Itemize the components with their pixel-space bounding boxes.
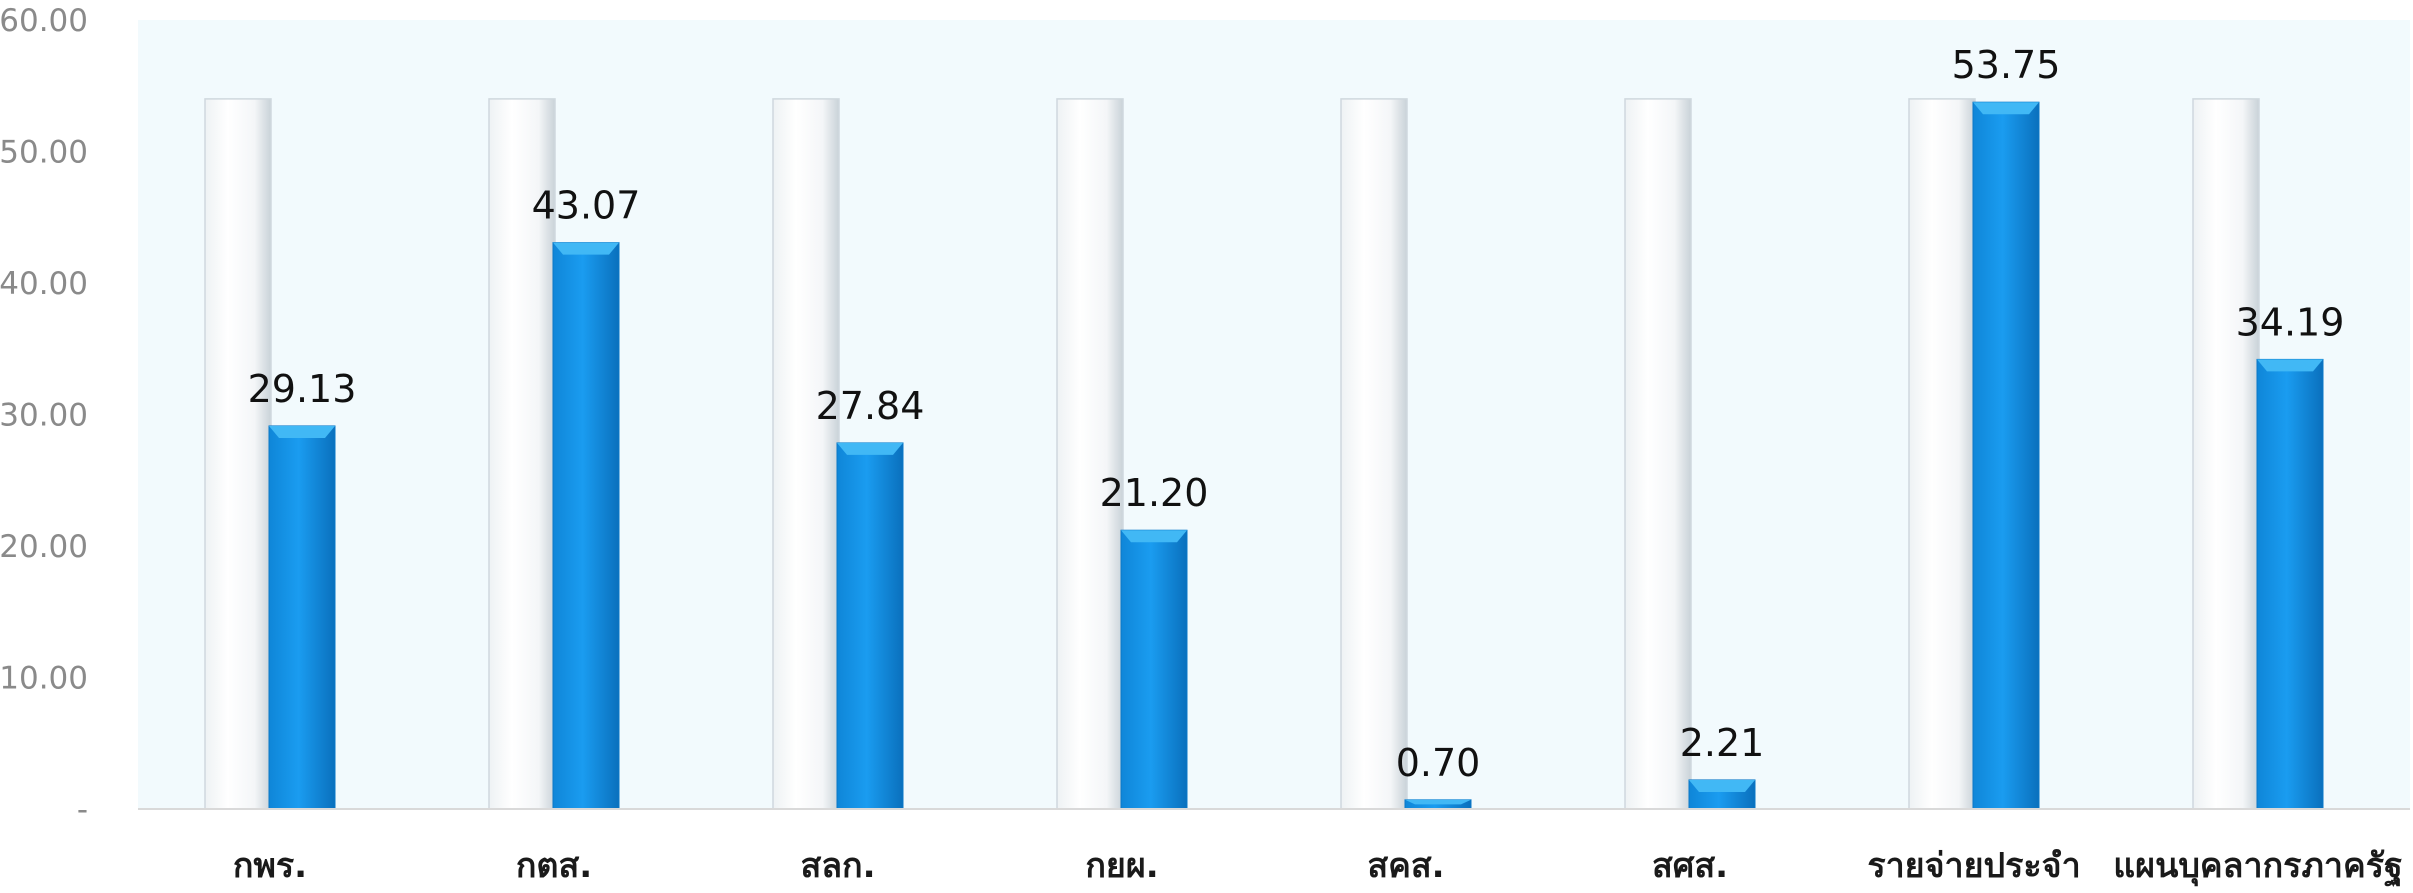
data-label: 43.07 bbox=[532, 184, 641, 228]
value-bar bbox=[836, 442, 904, 810]
value-bar-bevel bbox=[1689, 779, 1755, 792]
value-bar-bevel bbox=[1405, 799, 1471, 805]
category-label: สคส. bbox=[1367, 846, 1444, 886]
value-bar bbox=[2256, 358, 2324, 810]
value-bar-bevel bbox=[1973, 102, 2039, 115]
data-label: 27.84 bbox=[816, 384, 925, 428]
y-tick-label: 50.00 bbox=[0, 135, 88, 171]
reference-bar bbox=[204, 98, 272, 810]
category-label: กยผ. bbox=[1085, 846, 1158, 886]
reference-bar bbox=[488, 98, 556, 810]
data-label: 34.19 bbox=[2236, 300, 2345, 344]
category-label: กตส. bbox=[516, 846, 592, 886]
data-label: 21.20 bbox=[1100, 471, 1209, 515]
value-bar-bevel bbox=[553, 242, 619, 255]
reference-bar bbox=[1340, 98, 1408, 810]
data-label: 0.70 bbox=[1396, 741, 1481, 785]
y-tick-label: 20.00 bbox=[0, 529, 88, 565]
reference-bar bbox=[1624, 98, 1692, 810]
value-bar-bevel bbox=[269, 425, 335, 438]
reference-bar bbox=[1056, 98, 1124, 810]
value-bar bbox=[552, 242, 620, 810]
category-label: รายจ่ายประจำ bbox=[1867, 846, 2080, 886]
category-label: แผนบุคลากรภาครัฐ bbox=[2113, 846, 2402, 888]
y-tick-label: 30.00 bbox=[0, 398, 88, 434]
data-label: 53.75 bbox=[1952, 43, 2061, 87]
reference-bar bbox=[2192, 98, 2260, 810]
data-label: 29.13 bbox=[248, 367, 357, 411]
category-label: สลก. bbox=[800, 846, 875, 886]
value-bar bbox=[1972, 101, 2040, 810]
y-tick-label: 10.00 bbox=[0, 661, 88, 697]
y-tick-label: 40.00 bbox=[0, 266, 88, 302]
value-bar bbox=[268, 425, 336, 810]
reference-bar bbox=[1908, 98, 1976, 810]
plot-area bbox=[138, 20, 2410, 809]
value-bar bbox=[1120, 529, 1188, 810]
value-bar-bevel bbox=[1121, 530, 1187, 543]
y-tick-label: - bbox=[77, 792, 88, 828]
data-label: 2.21 bbox=[1680, 721, 1765, 765]
value-bar-bevel bbox=[2257, 359, 2323, 372]
category-label: กพร. bbox=[233, 846, 307, 886]
y-tick-label: 60.00 bbox=[0, 3, 88, 39]
reference-bar bbox=[772, 98, 840, 810]
value-bar-bevel bbox=[837, 442, 903, 455]
category-label: สศส. bbox=[1652, 846, 1728, 886]
